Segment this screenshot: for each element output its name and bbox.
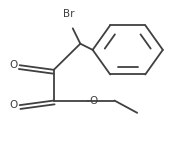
Text: Br: Br (63, 9, 75, 19)
Text: O: O (10, 60, 18, 70)
Text: O: O (90, 95, 98, 106)
Text: O: O (10, 100, 18, 110)
